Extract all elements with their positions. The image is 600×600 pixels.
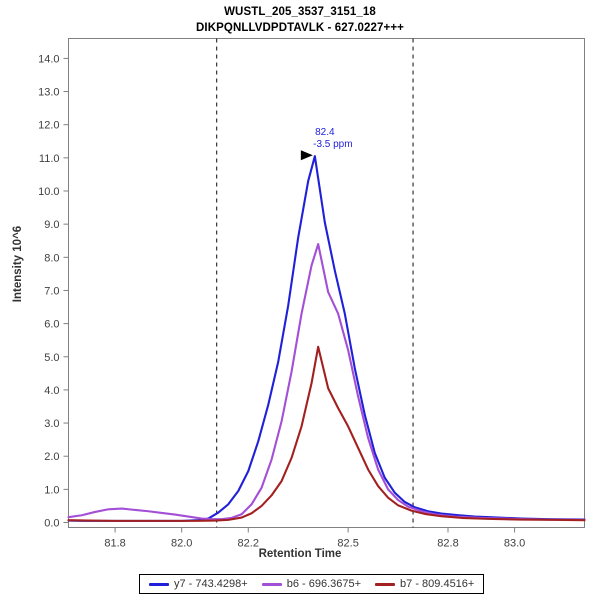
- y-tick-label: 9.0: [44, 219, 59, 231]
- legend-color-swatch: [375, 582, 396, 586]
- x-tick-label: 82.0: [171, 538, 192, 550]
- y-tick-label: 14.0: [38, 53, 59, 65]
- chart-legend: y7 - 743.4298+ b6 - 696.3675+ b7 - 809.451…: [139, 574, 485, 594]
- series-trace: [67, 155, 586, 522]
- x-tick-label: 82.5: [337, 538, 358, 550]
- x-tick-label: 83.0: [504, 538, 525, 550]
- y-tick-label: 6.0: [44, 319, 59, 331]
- y-tick-label: 4.0: [44, 385, 59, 397]
- x-axis-title: Retention Time: [258, 548, 342, 560]
- legend-color-swatch: [261, 582, 282, 586]
- chart-title-line-1: WUSTL_205_3537_3151_18: [224, 6, 376, 18]
- legend-item-label: b6 - 696.3675+: [286, 578, 362, 590]
- y-tick-label: 7.0: [44, 285, 59, 297]
- integration-boundary-lines: [216, 38, 414, 528]
- y-tick-label: 3.0: [44, 418, 59, 430]
- y-tick-label: 2.0: [44, 451, 59, 463]
- y-tick-label: 1.0: [44, 484, 59, 496]
- chart-title-line-2: DIKPQNLLVDPDTAVLK - 627.0227+++: [196, 22, 404, 34]
- plot-frame: [68, 38, 585, 528]
- legend-color-swatch: [149, 582, 169, 586]
- y-tick-label: 8.0: [44, 252, 59, 264]
- x-axis-ticks: 81.8 82.0 82.2 82.5 82.8 83.0: [104, 527, 525, 550]
- series-trace: [67, 345, 586, 522]
- x-tick-label: 82.8: [437, 538, 458, 550]
- x-tick-label: 81.8: [104, 538, 125, 550]
- y-axis-title: Intensity 10^6: [12, 225, 24, 303]
- y-tick-label: 12.0: [38, 120, 59, 132]
- series-trace: [67, 243, 586, 521]
- chart-title-block: WUSTL_205_3537_3151_18 DIKPQNLLVDPDTAVLK…: [0, 4, 600, 36]
- apex-rt-label: 82.4: [315, 127, 335, 138]
- series-traces: [67, 155, 586, 522]
- legend-item[interactable]: b7 - 809.4516+: [375, 578, 474, 590]
- y-tick-label: 11.0: [39, 153, 60, 165]
- y-tick-label: 13.0: [38, 87, 59, 99]
- x-tick-label: 82.2: [238, 538, 259, 550]
- apex-ppm-label: -3.5 ppm: [313, 139, 352, 150]
- y-tick-label: 10.0: [38, 186, 59, 198]
- legend-item[interactable]: y7 - 743.4298+: [149, 578, 248, 590]
- y-axis-ticks: 0.0 1.0 2.0 3.0 4.0 5.0 6.0 7.0 8.0 9.0 10.0 11.0 12…: [38, 53, 69, 530]
- y-tick-label: 0.0: [44, 518, 59, 530]
- legend-item[interactable]: b6 - 696.3675+: [261, 578, 362, 590]
- y-tick-label: 5.0: [44, 352, 59, 364]
- legend-item-label: y7 - 743.4298+: [174, 578, 248, 590]
- apex-annotation: 82.4 -3.5 ppm: [300, 127, 353, 161]
- left-arrow-icon: [300, 150, 313, 161]
- legend-item-label: b7 - 809.4516+: [400, 578, 475, 590]
